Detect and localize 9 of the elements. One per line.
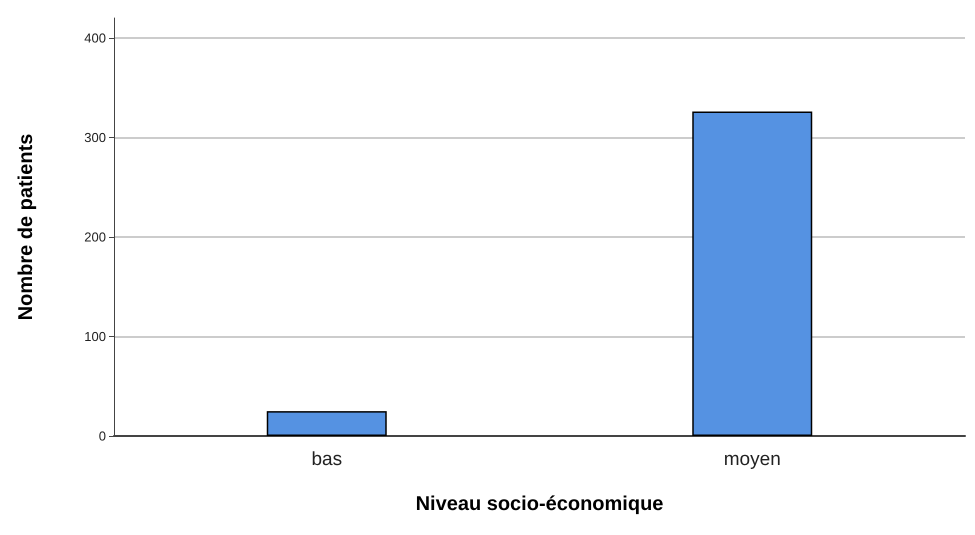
y-tick-label: 100 [84,328,106,344]
y-axis-title: Nombre de patients [15,134,37,320]
x-tick-label: bas [311,449,342,470]
y-tick-label: 400 [84,30,106,46]
x-axis-title: Niveau socio-économique [416,493,664,515]
y-tick-label: 0 [98,428,106,444]
y-tick-label: 300 [84,130,106,145]
y-tick-label: 200 [84,229,106,244]
x-tick-label: moyen [724,449,781,470]
